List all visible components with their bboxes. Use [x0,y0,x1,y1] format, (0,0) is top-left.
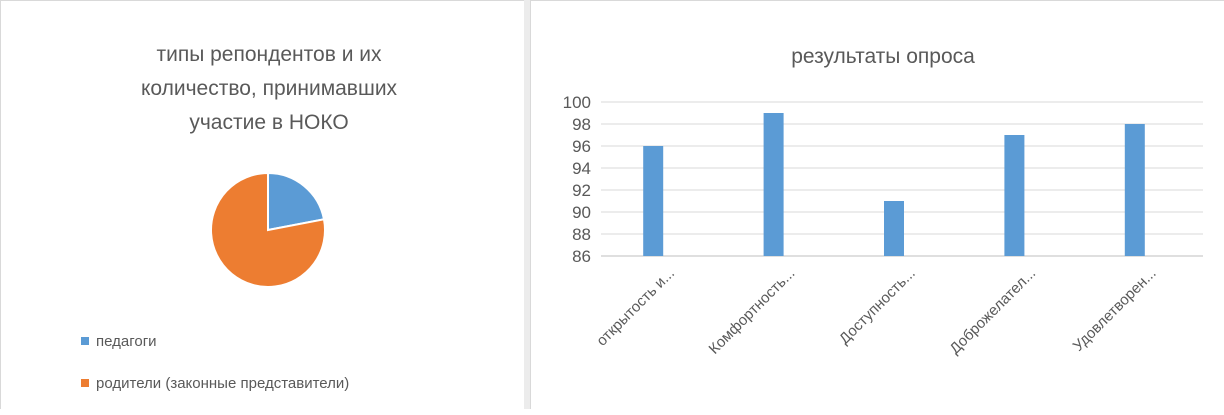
y-tick-label-100: 100 [563,93,591,112]
bar-5 [1124,124,1145,256]
pie-chart-panel: типы репондентов и их количество, приним… [0,0,526,409]
pie-title-line-1: типы репондентов и их [156,43,382,66]
legend-marker-teachers [81,337,89,345]
pie-chart: типы репондентов и их количество, приним… [81,43,398,392]
x-tick-label-4: Доброжелател... [946,265,1039,358]
y-tick-label-88: 88 [572,225,591,244]
x-tick-label-5: Удовлетворен... [1070,265,1160,355]
bar-1 [643,146,664,256]
y-tick-label-98: 98 [572,115,591,134]
panel-separator [524,0,530,409]
y-tick-label-94: 94 [572,159,591,178]
legend-label-teachers: педагоги [96,333,157,350]
pie-title-line-3: участие в НОКО [189,111,348,134]
y-tick-label-92: 92 [572,181,591,200]
y-tick-label-86: 86 [572,247,591,266]
x-tick-label-3: Доступность... [836,265,919,348]
legend-label-parents: родители (законные представители) [96,375,349,392]
bar-chart: результаты опроса 86 88 90 92 94 96 98 100 откр… [563,45,1203,358]
bar-3 [884,201,904,256]
y-tick-label-90: 90 [572,203,591,222]
x-tick-label-2: Комфортность... [706,265,799,358]
x-tick-label-1: открытость и... [593,265,678,350]
pie-slice-teachers [267,171,326,232]
pie-slice-parents [210,171,326,288]
pie-title-line-2: количество, принимавших [141,77,398,100]
bar-2 [763,113,784,256]
bar-chart-title: результаты опроса [791,45,975,68]
bar-4 [1004,135,1025,256]
bar-chart-panel: результаты опроса 86 88 90 92 94 96 98 100 откр… [530,0,1224,409]
legend-marker-parents [81,379,89,387]
y-tick-label-96: 96 [572,137,591,156]
